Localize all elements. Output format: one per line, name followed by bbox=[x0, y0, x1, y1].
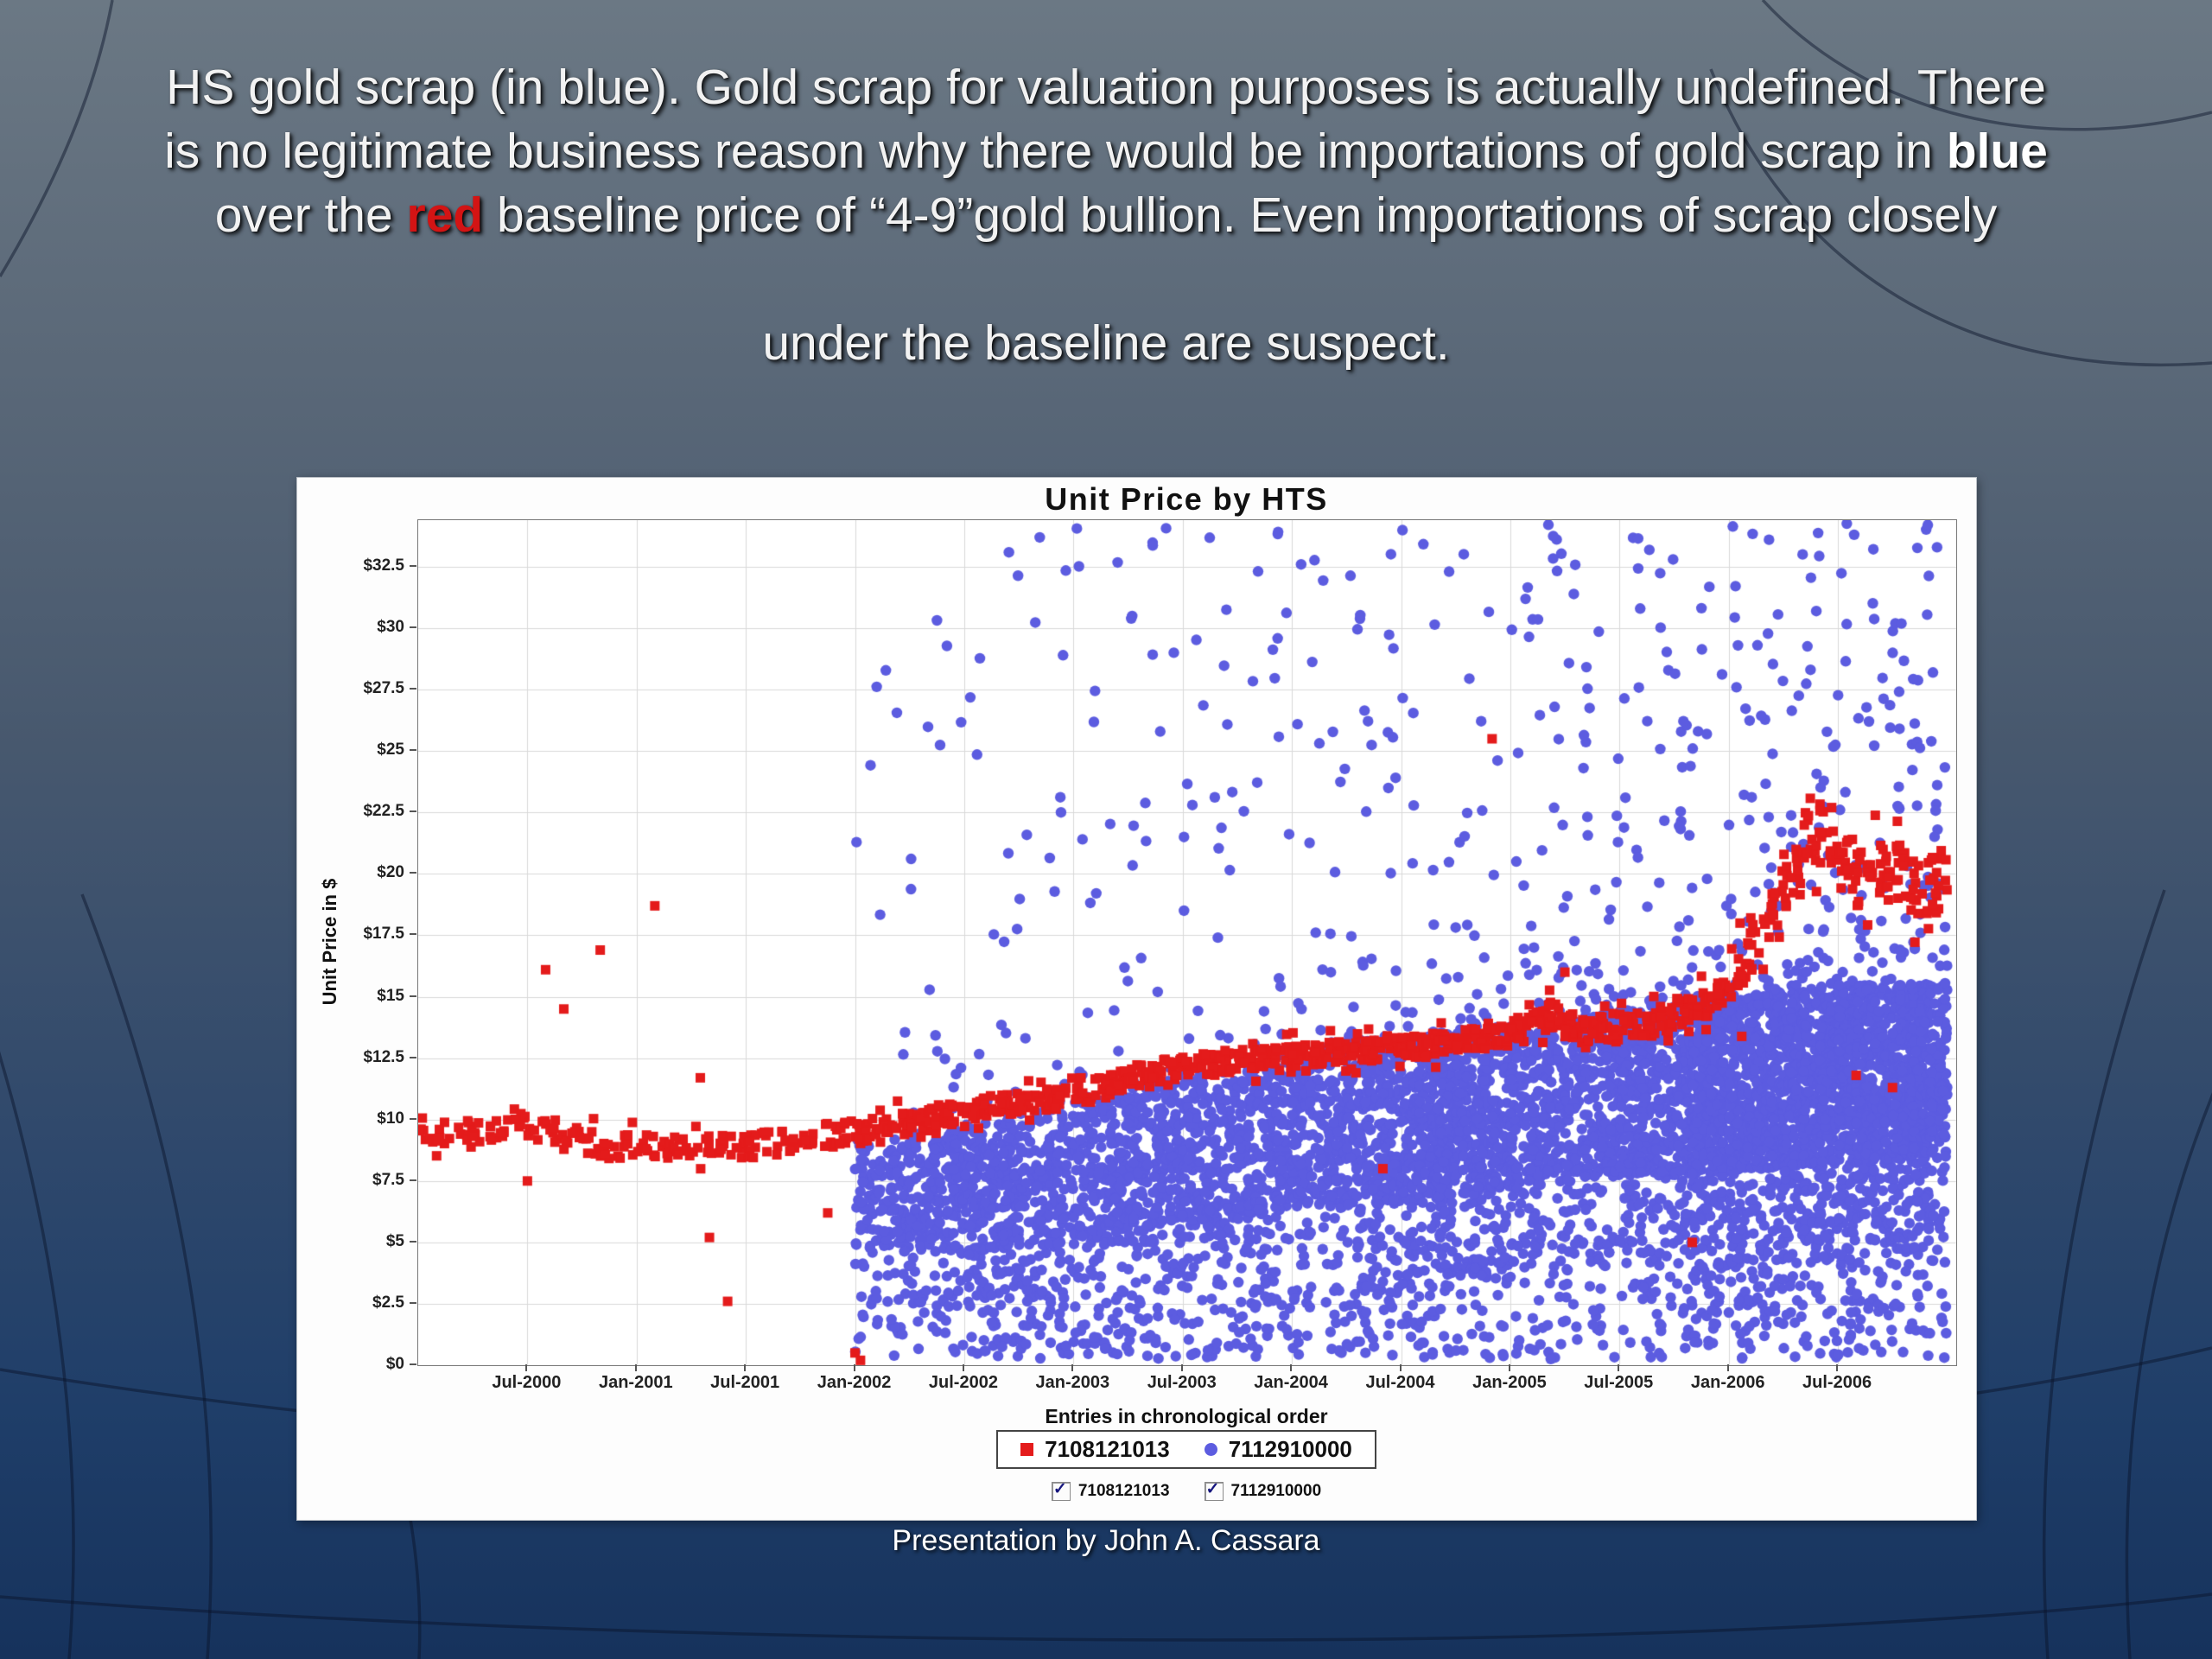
y-tick-label: $12.5 bbox=[363, 1047, 404, 1066]
headline-line bbox=[55, 247, 2157, 311]
x-tick-label: Jan-2006 bbox=[1690, 1373, 1765, 1392]
x-tick-label: Jul-2004 bbox=[1365, 1373, 1435, 1392]
footer-caption: Presentation by John A. Cassara bbox=[892, 1524, 1320, 1557]
chart-panel: Unit Price by HTS Unit Price in $ Entrie… bbox=[296, 477, 1977, 1521]
legend-item: 7108121013 bbox=[1020, 1436, 1170, 1463]
y-tick-mark bbox=[410, 749, 416, 752]
y-tick-mark bbox=[410, 1240, 416, 1243]
checkbox-item: ✓ 7112910000 bbox=[1204, 1480, 1322, 1501]
y-tick-label: $20 bbox=[377, 863, 404, 882]
headline-segment: is no legitimate business reason why the… bbox=[164, 124, 1947, 179]
x-tick-label: Jul-2000 bbox=[492, 1373, 562, 1392]
checkbox-item: ✓ 7108121013 bbox=[1051, 1480, 1170, 1501]
check-icon: ✓ bbox=[1052, 1480, 1067, 1498]
x-tick-mark bbox=[1726, 1364, 1729, 1371]
y-tick-mark bbox=[410, 810, 416, 813]
y-tick-mark bbox=[410, 626, 416, 629]
headline-line: HS gold scrap (in blue). Gold scrap for … bbox=[55, 55, 2157, 119]
legend: 7108121013 7112910000 bbox=[417, 1430, 1955, 1469]
headline-segment: baseline price of “4-9”gold bullion. Eve… bbox=[483, 188, 1998, 243]
x-axis-label: Entries in chronological order bbox=[1045, 1405, 1328, 1427]
x-tick-mark bbox=[1399, 1364, 1402, 1371]
y-tick-label: $25 bbox=[377, 741, 404, 760]
square-marker-icon bbox=[1020, 1443, 1034, 1456]
headline-segment: over the bbox=[214, 188, 407, 243]
headline-line: under the baseline are suspect. bbox=[55, 311, 2157, 375]
x-tick-label: Jul-2001 bbox=[710, 1373, 780, 1392]
headline-segment: HS gold scrap (in blue). Gold scrap for … bbox=[166, 60, 2046, 115]
y-tick-label: $27.5 bbox=[363, 679, 404, 698]
legend-item: 7112910000 bbox=[1204, 1436, 1352, 1463]
x-tick-label: Jan-2003 bbox=[1035, 1373, 1110, 1392]
x-tick-mark bbox=[525, 1364, 528, 1371]
y-tick-label: $15 bbox=[377, 986, 404, 1005]
x-tick-mark bbox=[634, 1364, 637, 1371]
legend-label: 7112910000 bbox=[1228, 1436, 1352, 1462]
plot-area bbox=[417, 519, 1957, 1366]
x-tick-mark bbox=[1836, 1364, 1839, 1371]
checkbox-7112910000[interactable]: ✓ bbox=[1204, 1480, 1224, 1501]
x-tick-label: Jan-2002 bbox=[817, 1373, 892, 1392]
checkbox-label: 7112910000 bbox=[1230, 1482, 1322, 1500]
headline-segment: blue bbox=[1946, 124, 2048, 179]
y-tick-mark bbox=[410, 1363, 416, 1365]
x-tick-label: Jul-2006 bbox=[1802, 1373, 1872, 1392]
y-tick-mark bbox=[410, 565, 416, 568]
x-tick-label: Jan-2004 bbox=[1254, 1373, 1328, 1392]
legend-label: 7108121013 bbox=[1045, 1436, 1170, 1462]
x-tick-mark bbox=[1180, 1364, 1183, 1371]
headline: HS gold scrap (in blue). Gold scrap for … bbox=[55, 55, 2157, 375]
y-tick-mark bbox=[410, 1179, 416, 1181]
y-tick-label: $2.5 bbox=[372, 1293, 404, 1312]
y-tick-label: $10 bbox=[377, 1109, 404, 1128]
y-tick-mark bbox=[410, 1056, 416, 1058]
y-tick-mark bbox=[410, 1117, 416, 1120]
x-tick-mark bbox=[744, 1364, 747, 1371]
checkbox-label: 7108121013 bbox=[1077, 1482, 1170, 1500]
x-tick-mark bbox=[853, 1364, 855, 1371]
y-tick-label: $32.5 bbox=[363, 556, 404, 575]
y-tick-label: $7.5 bbox=[372, 1170, 404, 1189]
x-tick-label: Jul-2005 bbox=[1584, 1373, 1654, 1392]
headline-line: over the red baseline price of “4-9”gold… bbox=[55, 183, 2157, 247]
check-icon: ✓ bbox=[1205, 1480, 1220, 1498]
x-tick-mark bbox=[1290, 1364, 1293, 1371]
headline-segment: red bbox=[406, 188, 484, 243]
legend-box: 7108121013 7112910000 bbox=[996, 1430, 1376, 1469]
headline-line: is no legitimate business reason why the… bbox=[55, 119, 2157, 183]
chart-title: Unit Price by HTS bbox=[1045, 481, 1328, 517]
x-tick-mark bbox=[1508, 1364, 1510, 1371]
y-tick-label: $5 bbox=[385, 1231, 404, 1250]
series-toggles: ✓ 7108121013 ✓ 7112910000 bbox=[417, 1480, 1955, 1501]
x-tick-mark bbox=[1071, 1364, 1074, 1371]
x-tick-label: Jan-2001 bbox=[598, 1373, 673, 1392]
scatter-canvas bbox=[418, 520, 1956, 1365]
x-tick-label: Jul-2003 bbox=[1147, 1373, 1217, 1392]
circle-marker-icon bbox=[1204, 1443, 1217, 1456]
x-tick-label: Jul-2002 bbox=[928, 1373, 998, 1392]
checkbox-7108121013[interactable]: ✓ bbox=[1051, 1480, 1071, 1501]
y-tick-label: $0 bbox=[385, 1355, 404, 1373]
y-tick-label: $17.5 bbox=[363, 925, 404, 944]
y-tick-mark bbox=[410, 1301, 416, 1304]
y-tick-mark bbox=[410, 933, 416, 936]
x-tick-label: Jan-2005 bbox=[1472, 1373, 1547, 1392]
y-tick-label: $30 bbox=[377, 618, 404, 637]
headline-segment: under the baseline are suspect. bbox=[762, 315, 1450, 371]
y-tick-mark bbox=[410, 688, 416, 690]
x-tick-mark bbox=[1618, 1364, 1620, 1371]
y-tick-label: $22.5 bbox=[363, 802, 404, 821]
x-tick-mark bbox=[962, 1364, 964, 1371]
y-tick-mark bbox=[410, 995, 416, 997]
y-tick-mark bbox=[410, 872, 416, 874]
